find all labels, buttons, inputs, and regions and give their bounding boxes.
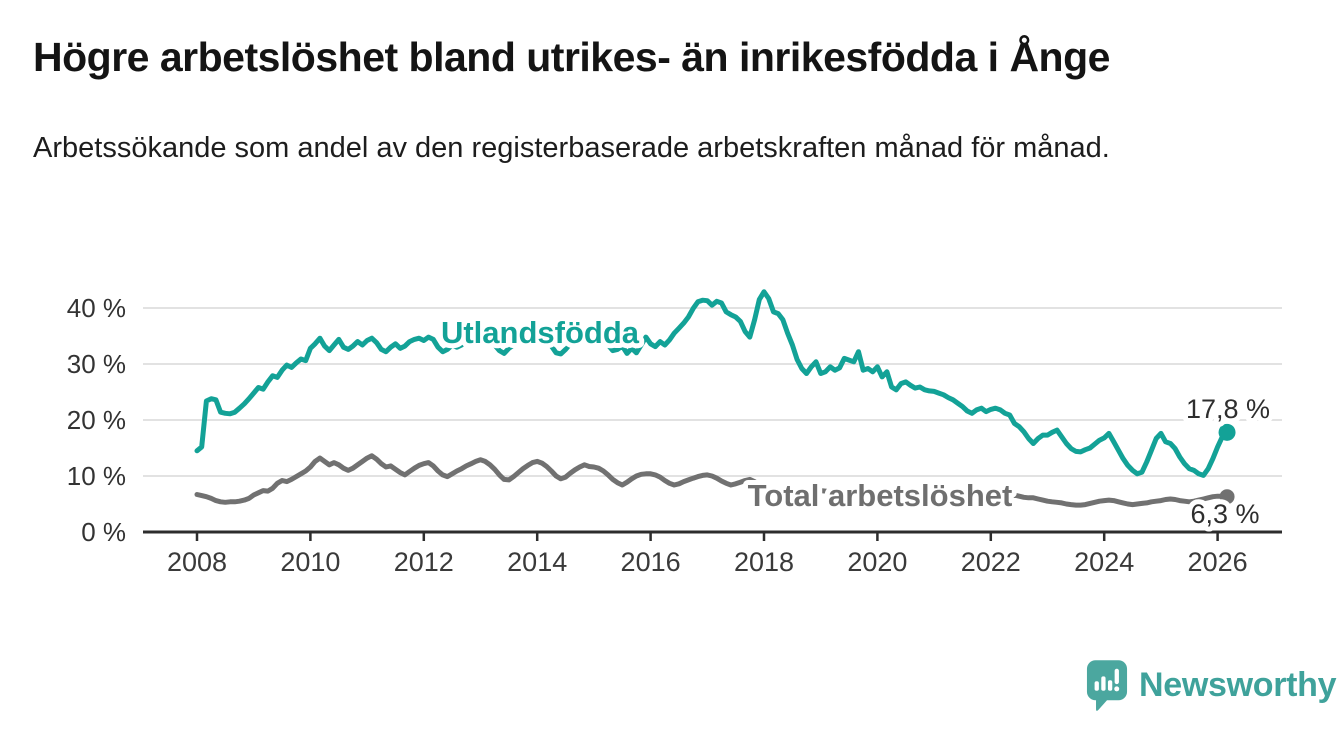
x-tick-label: 2024 <box>1074 547 1134 577</box>
chart-series <box>194 289 1236 508</box>
chart-grid: 0 % 10 % 20 % 30 % 40 % 2008 2010 2012 2014 2016 2… <box>67 293 1282 577</box>
series-line-utlandsfodda <box>194 289 1230 478</box>
x-tick-label: 2008 <box>167 547 227 577</box>
x-tick-label: 2018 <box>734 547 794 577</box>
y-tick-label: 0 % <box>81 517 126 547</box>
newsworthy-icon <box>1086 660 1128 711</box>
x-tick-label: 2016 <box>621 547 681 577</box>
end-value-label-total: 6,3 % <box>1190 499 1259 529</box>
y-tick-label: 30 % <box>67 349 126 379</box>
x-tick-label: 2026 <box>1188 547 1248 577</box>
chart-overlay: Utlandsfödda Total arbetslöshet 17,8 % 6… <box>436 310 1275 534</box>
series-label-total-arbetsloshet: Total arbetslöshet <box>748 478 1013 513</box>
x-tick-label: 2020 <box>847 547 907 577</box>
newsworthy-logo: Newsworthy <box>1086 659 1337 712</box>
series-end-dot-utlandsfodda <box>1218 423 1236 441</box>
x-tick-label: 2010 <box>280 547 340 577</box>
y-tick-label: 10 % <box>67 461 126 491</box>
newsworthy-wordmark: Newsworthy <box>1139 666 1337 704</box>
y-tick-label: 20 % <box>67 405 126 435</box>
series-end-dot-total <box>1219 489 1235 505</box>
x-tick-label: 2014 <box>507 547 567 577</box>
y-tick-label: 40 % <box>67 293 126 323</box>
x-tick-label: 2022 <box>961 547 1021 577</box>
series-line-total <box>194 453 1230 508</box>
page-subtitle: Arbetssökande som andel av den registerb… <box>33 132 1110 164</box>
x-tick-label: 2012 <box>394 547 454 577</box>
series-label-utlandsfodda: Utlandsfödda <box>441 315 640 350</box>
end-value-label-utlandsfodda: 17,8 % <box>1186 394 1270 424</box>
page-title: Högre arbetslöshet bland utrikes- än inr… <box>33 34 1110 80</box>
